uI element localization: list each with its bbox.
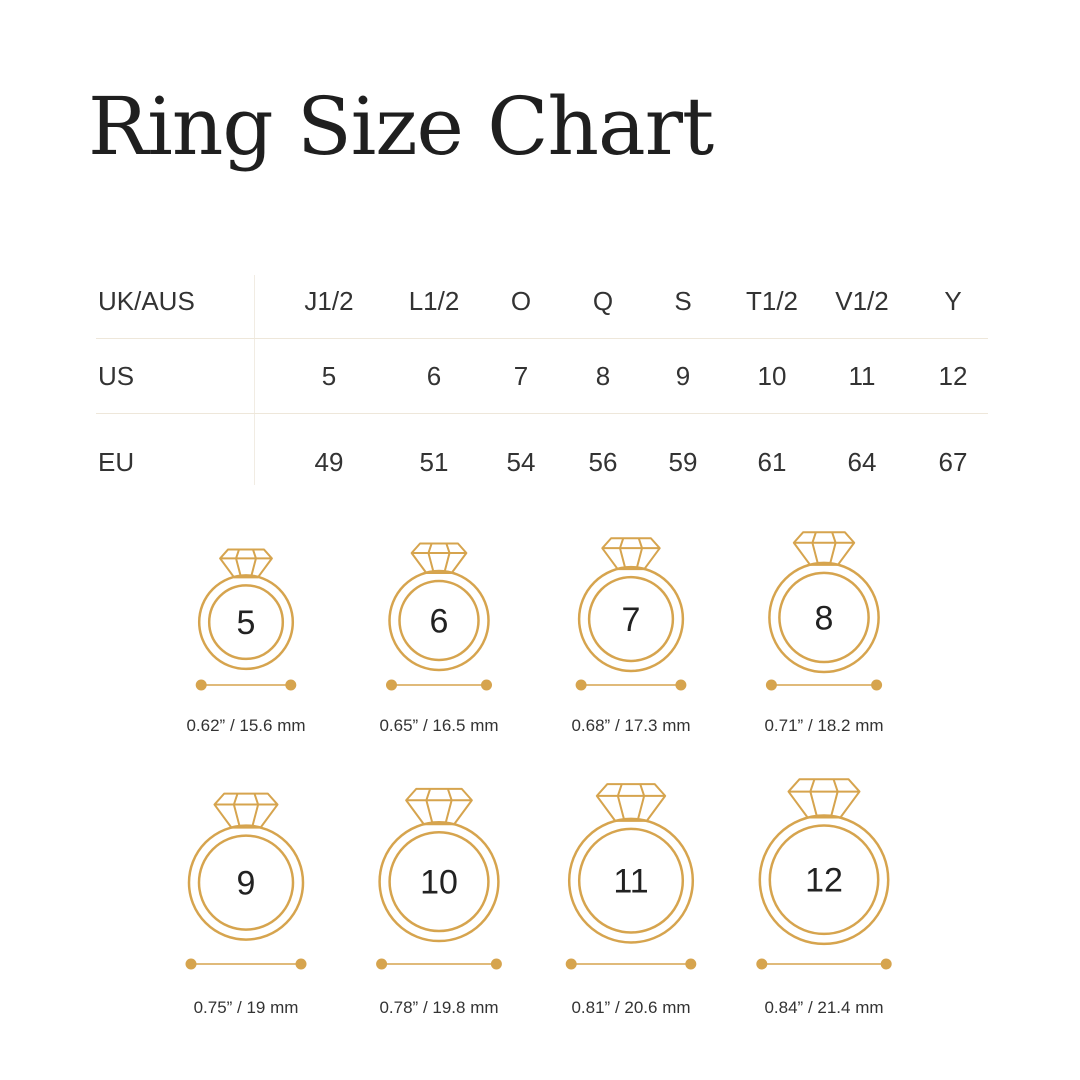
diameter-dot xyxy=(386,679,397,691)
diameter-dot xyxy=(195,679,207,691)
ring-8: 8 xyxy=(765,531,883,691)
ring-band-inner xyxy=(587,575,675,663)
ring-band-inner xyxy=(388,830,490,933)
table-cell: 67 xyxy=(938,447,968,477)
table-cell: 56 xyxy=(588,447,618,477)
diameter-dot xyxy=(376,958,388,970)
row-label: US xyxy=(98,361,135,391)
diamond-icon xyxy=(219,548,273,579)
table-cell: 54 xyxy=(506,447,536,477)
ring-size-number: 8 xyxy=(815,599,834,637)
ring-band-outer xyxy=(758,814,890,946)
table-row: US 5 6 7 8 9 10 11 12 xyxy=(96,339,988,414)
ring-9: 9 xyxy=(185,792,307,970)
table-cell: 7 xyxy=(513,361,529,391)
table-cell: Q xyxy=(592,286,614,316)
ring-12: 12 xyxy=(756,778,892,970)
ring-diameter-label: 0.71” / 18.2 mm xyxy=(764,716,884,735)
row-label: EU xyxy=(98,447,135,477)
ring-diameter-label: 0.75” / 19 mm xyxy=(193,998,299,1017)
diameter-dot xyxy=(481,679,492,691)
diamond-icon xyxy=(410,542,468,574)
page-title: Ring Size Chart xyxy=(88,80,714,173)
diameter-dot xyxy=(185,958,197,970)
diameter-dot xyxy=(765,679,777,691)
table-cell: 11 xyxy=(848,361,876,391)
ring-size-number: 7 xyxy=(622,601,641,639)
diameter-dot xyxy=(565,958,577,970)
ring-size-number: 11 xyxy=(613,863,648,901)
table-cell: 59 xyxy=(668,447,698,477)
table-cell: 5 xyxy=(321,361,337,391)
table-cell: 6 xyxy=(426,361,442,391)
ring-band-inner xyxy=(398,579,480,662)
table-cell: 12 xyxy=(938,361,968,391)
ring-size-number: 6 xyxy=(430,603,449,641)
table-cell: 8 xyxy=(595,361,611,391)
table-cell: 61 xyxy=(757,447,787,477)
diameter-dot xyxy=(575,679,587,691)
ring-11: 11 xyxy=(565,783,697,970)
table-cell: 64 xyxy=(847,447,877,477)
table-cell: V1/2 xyxy=(835,286,889,316)
diameter-dot xyxy=(756,958,768,970)
ring-band-inner xyxy=(778,571,870,664)
table-cell: S xyxy=(674,286,692,316)
ring-band-outer xyxy=(187,824,305,941)
diameter-dot xyxy=(675,679,687,691)
diameter-dot xyxy=(490,958,502,970)
table-cell: 49 xyxy=(314,447,344,477)
ring-diameter-label: 0.78” / 19.8 mm xyxy=(379,998,499,1017)
table-cell: O xyxy=(510,286,532,316)
diamond-icon xyxy=(787,778,861,819)
ring-band-outer xyxy=(378,820,500,943)
size-table: UK/AUS J1/2 L1/2 O Q S T1/2 V1/2 Y US 5 6 7 8 9 10 11 12 E… xyxy=(96,264,988,498)
ring-diameter-label: 0.81” / 20.6 mm xyxy=(571,998,691,1017)
diameter-dot xyxy=(871,679,883,691)
ring-size-number: 10 xyxy=(420,864,458,902)
ring-band-outer xyxy=(388,569,490,672)
table-cell: J1/2 xyxy=(304,286,354,316)
ring-6: 6 xyxy=(386,542,492,691)
ring-diameter-label: 0.68” / 17.3 mm xyxy=(571,716,691,735)
table-cell: 9 xyxy=(675,361,691,391)
ring-band-outer xyxy=(197,574,295,671)
ring-10: 10 xyxy=(376,787,502,970)
diamond-icon xyxy=(595,783,667,822)
diameter-dot xyxy=(880,958,892,970)
ring-size-number: 9 xyxy=(237,865,256,903)
ring-band-inner xyxy=(768,824,880,936)
diamond-icon xyxy=(792,531,856,566)
ring-size-number: 5 xyxy=(237,604,256,642)
table-row: EU 49 51 54 56 59 61 64 67 xyxy=(96,414,988,498)
diamond-icon xyxy=(601,537,661,571)
ring-diameter-label: 0.84” / 21.4 mm xyxy=(764,998,884,1017)
ring-band-inner xyxy=(197,834,295,931)
diamond-icon xyxy=(213,792,279,829)
ring-diameter-label: 0.62” / 15.6 mm xyxy=(186,716,306,735)
diameter-dot xyxy=(285,679,297,691)
ring-band-inner xyxy=(207,584,285,661)
ring-band-inner xyxy=(577,827,685,934)
table-cell: 51 xyxy=(419,447,449,477)
ring-diameter-label: 0.65” / 16.5 mm xyxy=(379,716,499,735)
column-divider xyxy=(254,275,255,485)
diamond-icon xyxy=(405,787,473,826)
ring-size-number: 12 xyxy=(805,862,843,900)
ring-band-outer xyxy=(577,565,685,673)
table-cell: T1/2 xyxy=(745,286,799,316)
ring-7: 7 xyxy=(575,537,687,691)
table-cell: L1/2 xyxy=(408,286,460,316)
row-label: UK/AUS xyxy=(98,286,195,316)
ring-band-outer xyxy=(567,817,695,944)
diameter-dot xyxy=(685,958,697,970)
table-row: UK/AUS J1/2 L1/2 O Q S T1/2 V1/2 Y xyxy=(96,264,988,339)
ring-5: 5 xyxy=(195,548,297,691)
diameter-dot xyxy=(295,958,307,970)
ring-band-outer xyxy=(768,561,880,674)
table-cell: 10 xyxy=(757,361,787,391)
table-cell: Y xyxy=(944,286,962,316)
